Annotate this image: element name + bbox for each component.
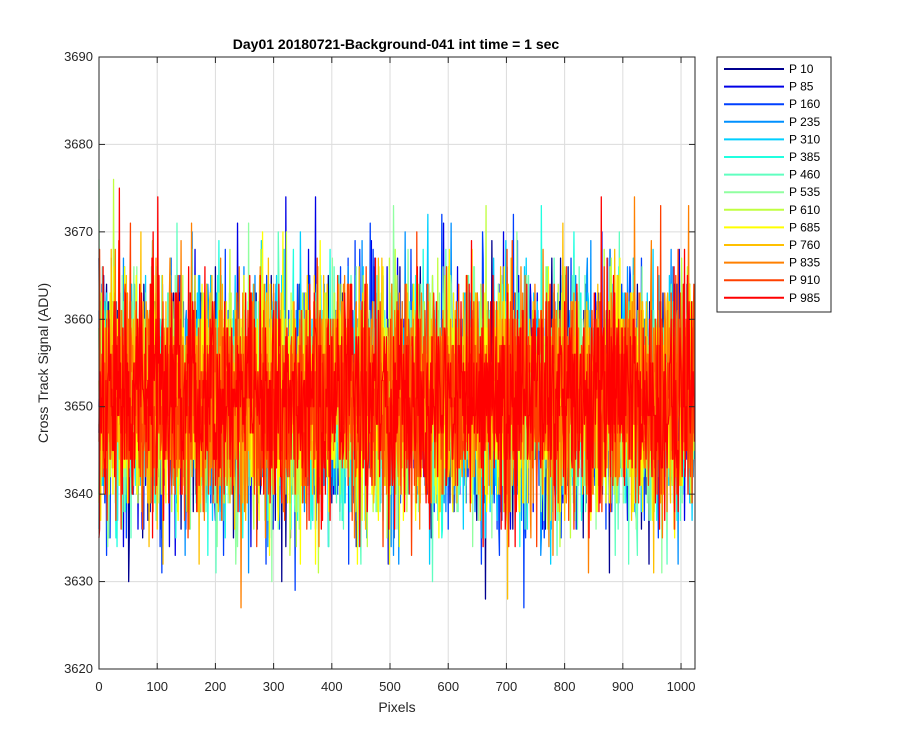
x-tick-label: 0 bbox=[95, 679, 102, 694]
x-tick-label: 700 bbox=[496, 679, 518, 694]
plot-area bbox=[98, 56, 696, 670]
y-tick-label: 3630 bbox=[64, 574, 93, 589]
legend-items: P 10 P 85 P 160 P 235 P 310 P 385 P 460 P 535 P … bbox=[724, 62, 820, 305]
legend-label: P 685 bbox=[789, 220, 820, 234]
chart-title: Day01 20180721-Background-041 int time =… bbox=[233, 36, 560, 52]
legend-box bbox=[716, 56, 832, 313]
x-tick-label: 500 bbox=[379, 679, 401, 694]
y-tick-labels: 3620 3630 3640 3650 3660 3670 3680 3690 bbox=[64, 49, 93, 676]
x-tick-label: 900 bbox=[612, 679, 634, 694]
y-tick-label: 3620 bbox=[64, 661, 93, 676]
legend-label: P 835 bbox=[789, 256, 820, 270]
series-group bbox=[98, 178, 696, 609]
y-tick-label: 3680 bbox=[64, 136, 93, 151]
legend-label: P 310 bbox=[789, 132, 820, 146]
legend-label: P 10 bbox=[789, 62, 814, 76]
x-tick-label: 1000 bbox=[667, 679, 696, 694]
legend-label: P 910 bbox=[789, 273, 820, 287]
tick-marks bbox=[98, 56, 695, 670]
legend-label: P 610 bbox=[789, 203, 820, 217]
legend-label: P 760 bbox=[789, 238, 820, 252]
legend-label: P 985 bbox=[789, 291, 820, 305]
y-tick-label: 3640 bbox=[64, 486, 93, 501]
legend: P 10 P 85 P 160 P 235 P 310 P 385 P 460 P 535 P … bbox=[716, 56, 832, 313]
legend-label: P 235 bbox=[789, 115, 820, 129]
x-tick-label: 800 bbox=[554, 679, 576, 694]
legend-label: P 535 bbox=[789, 185, 820, 199]
legend-label: P 160 bbox=[789, 97, 820, 111]
x-tick-label: 200 bbox=[205, 679, 227, 694]
x-axis-label: Pixels bbox=[378, 699, 415, 715]
y-tick-label: 3650 bbox=[64, 399, 93, 414]
y-tick-label: 3660 bbox=[64, 311, 93, 326]
x-tick-labels: 0 100 200 300 400 500 600 700 800 900 1000 bbox=[95, 679, 695, 694]
x-tick-label: 100 bbox=[146, 679, 168, 694]
series-line-p985 bbox=[98, 187, 696, 548]
legend-label: P 385 bbox=[789, 150, 820, 164]
legend-label: P 85 bbox=[789, 80, 814, 94]
x-tick-label: 300 bbox=[263, 679, 285, 694]
y-tick-label: 3670 bbox=[64, 224, 93, 239]
legend-label: P 460 bbox=[789, 168, 820, 182]
x-tick-label: 600 bbox=[437, 679, 459, 694]
x-tick-label: 400 bbox=[321, 679, 343, 694]
plot-frame bbox=[98, 56, 696, 670]
y-tick-label: 3690 bbox=[64, 49, 93, 64]
y-axis-label: Cross Track Signal (ADU) bbox=[35, 283, 51, 443]
